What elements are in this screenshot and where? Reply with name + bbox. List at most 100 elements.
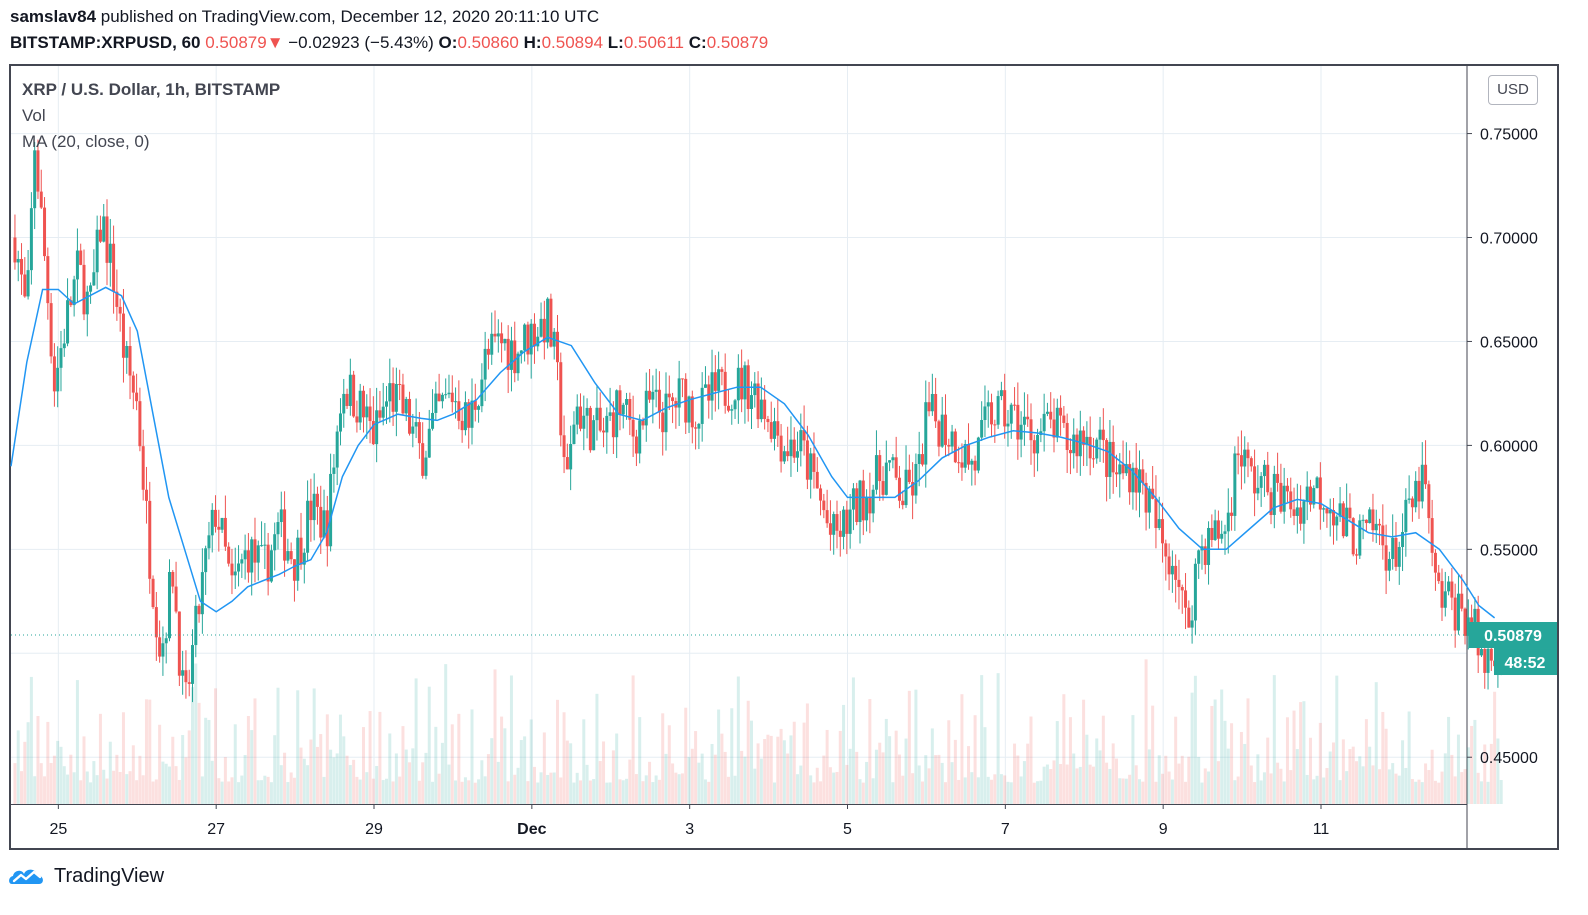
volume-bar (279, 765, 283, 804)
volume-bar (579, 780, 583, 804)
candle-body (260, 545, 264, 547)
open-value: 0.50860 (457, 33, 519, 52)
candle-body (615, 390, 619, 438)
volume-bar (1210, 705, 1214, 804)
volume-bar (516, 767, 520, 804)
volume-bar (467, 780, 471, 804)
volume-bar (486, 754, 490, 804)
volume-bar (1239, 731, 1243, 804)
volume-bar (263, 775, 267, 804)
candle-body (763, 399, 767, 420)
candle-body (592, 420, 596, 451)
candle-body (1049, 411, 1053, 420)
currency-button[interactable]: USD (1488, 75, 1538, 105)
candle-body (651, 391, 655, 400)
volume-bar (1401, 740, 1405, 804)
volume-bar (1381, 711, 1385, 804)
author-name[interactable]: samslav84 (10, 7, 97, 26)
volume-bar (187, 730, 191, 804)
volume-bar (506, 781, 510, 804)
candle-body (79, 250, 83, 265)
volume-bar (260, 780, 264, 804)
candle-body (1124, 464, 1128, 474)
volume-bar (585, 764, 589, 804)
chart-legend-title[interactable]: XRP / U.S. Dollar, 1h, BITSTAMP (22, 80, 281, 99)
candle-body (1279, 482, 1283, 512)
volume-bar (1479, 781, 1483, 804)
candle-body (1447, 581, 1451, 592)
volume-bar (1151, 705, 1155, 804)
volume-bar (911, 773, 915, 804)
volume-bar (158, 724, 162, 804)
candle-body (980, 420, 984, 438)
chart-frame[interactable] (9, 64, 1559, 850)
candle-body (1230, 512, 1234, 516)
candle-body (460, 420, 464, 431)
candle-body (703, 384, 707, 388)
candle-body (1197, 550, 1201, 564)
candle-body (513, 340, 517, 374)
volume-bar (144, 699, 148, 804)
candle-body (36, 150, 40, 192)
candle-body (842, 509, 846, 537)
volume-bar (128, 771, 132, 804)
volume-bar (1335, 675, 1339, 804)
candle-body (621, 404, 625, 415)
volume-bar (690, 748, 694, 804)
volume-bar (1440, 771, 1444, 804)
candle-body (733, 400, 737, 410)
volume-bar (598, 761, 602, 804)
volume-bar (1496, 738, 1500, 804)
volume-bar (13, 763, 17, 804)
volume-bar (102, 769, 106, 804)
volume-bar (832, 772, 836, 804)
volume-bar (1312, 779, 1316, 804)
candle-body (292, 559, 296, 581)
candle-body (112, 243, 116, 292)
candle-body (664, 393, 668, 433)
candle-body (144, 489, 148, 501)
volume-bar (1065, 764, 1069, 804)
candle-body (911, 482, 915, 496)
volume-bar (927, 768, 931, 804)
volume-bar (1088, 764, 1092, 804)
volume-bar (319, 734, 323, 804)
candle-body (240, 559, 244, 564)
candle-body (858, 480, 862, 523)
volume-bar (214, 688, 218, 804)
volume-bar (1075, 768, 1079, 804)
volume-bar (394, 753, 398, 804)
volume-bar (1361, 766, 1365, 804)
volume-bar (121, 712, 125, 804)
volume-bar (805, 703, 809, 804)
candle-body (401, 384, 405, 414)
volume-bar (588, 780, 592, 804)
volume-bar (286, 782, 290, 804)
volume-bar (112, 770, 116, 804)
candle-body (1348, 507, 1352, 519)
candle-body (345, 393, 349, 406)
volume-bar (1470, 725, 1474, 804)
candle-body (164, 638, 168, 644)
candle-body (361, 390, 365, 418)
volume-bar (957, 779, 961, 804)
candle-body (585, 407, 589, 416)
ma-legend[interactable]: MA (20, close, 0) (22, 132, 150, 151)
candle-body (993, 424, 997, 426)
volume-bar (473, 782, 477, 804)
candle-body (1299, 507, 1303, 524)
symbol-label: BITSTAMP:XRPUSD, 60 (10, 33, 201, 52)
volume-bar (437, 773, 441, 804)
volume-bar (503, 728, 507, 804)
volume-bar (348, 765, 352, 804)
candle-body (391, 383, 395, 412)
footer-brand[interactable]: TradingView (8, 862, 164, 890)
candle-body (220, 517, 224, 530)
volume-bar (89, 782, 93, 804)
candle-body (302, 552, 306, 565)
volume-bar (1404, 767, 1408, 804)
candle-body (289, 551, 293, 560)
volume-bar (204, 717, 208, 804)
volume-legend[interactable]: Vol (22, 106, 46, 125)
